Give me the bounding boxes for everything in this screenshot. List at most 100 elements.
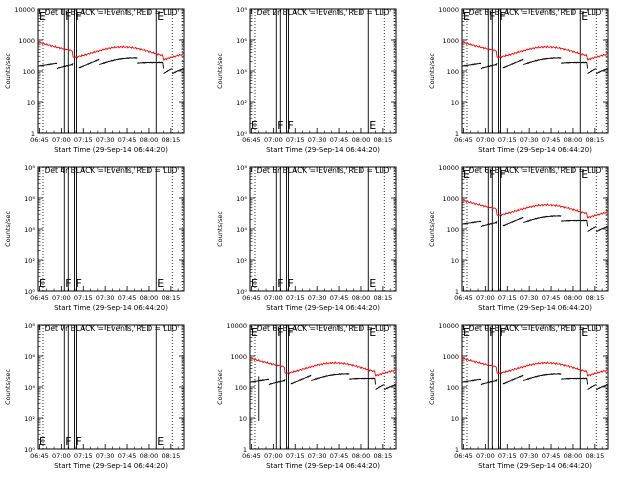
x-tick-label: 07:30 bbox=[308, 452, 327, 460]
y-tick-label: 10⁰ bbox=[24, 288, 35, 296]
x-axis-label: Start Time (29-Sep-14 06:44:20) bbox=[266, 462, 380, 470]
y-axis-label: Counts/sec bbox=[4, 211, 12, 247]
plot-frame bbox=[37, 8, 185, 134]
marker-label: F bbox=[277, 119, 283, 132]
x-tick-label: 08:15 bbox=[161, 136, 180, 144]
y-axis-label: Counts/sec bbox=[428, 369, 436, 405]
marker-label: E bbox=[251, 277, 258, 290]
x-tick-label: 07:15 bbox=[498, 294, 517, 302]
x-tick-label: 08:00 bbox=[140, 294, 159, 302]
marker-label: E bbox=[39, 435, 46, 448]
x-tick-label: 08:00 bbox=[564, 294, 583, 302]
marker-label: E bbox=[463, 168, 470, 181]
x-tick-label: 06:45 bbox=[454, 294, 473, 302]
y-tick-label: 10⁴ bbox=[236, 68, 247, 76]
x-axis-label: Start Time (29-Sep-14 06:44:20) bbox=[54, 146, 168, 154]
x-tick-label: 06:45 bbox=[454, 452, 473, 460]
y-tick-label: 10 bbox=[451, 257, 459, 265]
marker-label: E bbox=[251, 119, 258, 132]
x-tick-label: 06:45 bbox=[242, 136, 261, 144]
y-tick-label: 10000 bbox=[14, 6, 35, 14]
y-tick-label: 10² bbox=[24, 257, 35, 265]
chart-title: Det 8r BLACK = Events, RED = LLD bbox=[257, 324, 390, 333]
y-tick-label: 10⁰ bbox=[236, 130, 247, 138]
marker-label: E bbox=[369, 277, 376, 290]
y-tick-label: 10000 bbox=[438, 6, 459, 14]
chart-panel-7: Det 7r BLACK = Events, RED = LLD Counts/s… bbox=[4, 322, 185, 470]
x-tick-label: 06:45 bbox=[454, 136, 473, 144]
x-tick-label: 08:00 bbox=[140, 452, 159, 460]
x-tick-label: 07:00 bbox=[264, 294, 283, 302]
chart-panel-8: Det 8r BLACK = Events, RED = LLD Counts/s… bbox=[216, 322, 397, 470]
x-tick-label: 07:45 bbox=[542, 294, 561, 302]
x-tick-label: 08:00 bbox=[564, 452, 583, 460]
y-tick-label: 1000 bbox=[18, 37, 35, 45]
lld-series-line bbox=[249, 357, 397, 377]
marker-label: F bbox=[277, 277, 283, 290]
y-tick-label: 10 bbox=[27, 99, 35, 107]
x-tick-label: 08:00 bbox=[352, 294, 371, 302]
plot-frame bbox=[461, 166, 609, 292]
chart-panel-2: Det 2r BLACK = Events, RED = LLD Counts/s… bbox=[216, 6, 397, 154]
x-tick-label: 07:15 bbox=[498, 136, 517, 144]
lld-series-line bbox=[461, 357, 609, 377]
marker-label: F bbox=[76, 10, 82, 23]
x-tick-label: 06:45 bbox=[242, 452, 261, 460]
y-tick-label: 10⁸ bbox=[236, 6, 247, 14]
chart-panel-5: Det 5r BLACK = Events, RED = LLD Counts/s… bbox=[216, 164, 397, 312]
marker-label: E bbox=[581, 10, 588, 23]
y-tick-label: 1 bbox=[455, 130, 459, 138]
marker-label: E bbox=[39, 10, 46, 23]
y-tick-label: 100 bbox=[447, 68, 459, 76]
x-axis-label: Start Time (29-Sep-14 06:44:20) bbox=[478, 304, 592, 312]
marker-label: F bbox=[65, 277, 71, 290]
y-tick-label: 10⁶ bbox=[236, 195, 247, 203]
x-tick-label: 06:45 bbox=[242, 294, 261, 302]
chart-panel-3: Det 3r BLACK = Events, RED = LLD Counts/s… bbox=[428, 6, 609, 154]
y-tick-label: 10⁸ bbox=[24, 322, 35, 330]
y-tick-label: 10⁶ bbox=[24, 353, 35, 361]
x-tick-label: 07:45 bbox=[330, 452, 349, 460]
y-tick-label: 10⁸ bbox=[24, 164, 35, 172]
chart-title: Det 7r BLACK = Events, RED = LLD bbox=[45, 324, 178, 333]
marker-label: E bbox=[157, 435, 164, 448]
x-tick-label: 06:45 bbox=[30, 452, 49, 460]
x-tick-label: 08:15 bbox=[373, 452, 392, 460]
y-tick-label: 100 bbox=[235, 384, 247, 392]
y-tick-label: 10 bbox=[239, 415, 247, 423]
y-axis-label: Counts/sec bbox=[4, 53, 12, 89]
marker-label: F bbox=[500, 326, 506, 339]
chart-title: Det 6r BLACK = Events, RED = LLD bbox=[469, 166, 602, 175]
y-tick-label: 1000 bbox=[442, 195, 459, 203]
x-axis-label: Start Time (29-Sep-14 06:44:20) bbox=[478, 146, 592, 154]
events-series-line bbox=[38, 56, 185, 75]
x-tick-label: 08:15 bbox=[161, 294, 180, 302]
x-tick-label: 07:00 bbox=[52, 136, 71, 144]
chart-title: Det 9r BLACK = Events, RED = LLD bbox=[469, 324, 602, 333]
y-tick-label: 1000 bbox=[230, 353, 247, 361]
chart-title: Det 4r BLACK = Events, RED = LLD bbox=[45, 166, 178, 175]
events-series-line bbox=[462, 56, 609, 75]
x-tick-label: 07:15 bbox=[74, 294, 93, 302]
x-tick-label: 08:00 bbox=[140, 136, 159, 144]
y-axis-label: Counts/sec bbox=[216, 53, 224, 89]
marker-label: E bbox=[463, 10, 470, 23]
marker-label: F bbox=[500, 10, 506, 23]
x-tick-label: 07:15 bbox=[286, 136, 305, 144]
marker-label: E bbox=[581, 326, 588, 339]
y-tick-label: 100 bbox=[23, 68, 35, 76]
y-tick-label: 1 bbox=[455, 288, 459, 296]
plot-frame bbox=[461, 324, 609, 450]
x-tick-label: 07:00 bbox=[52, 452, 71, 460]
y-tick-label: 10⁴ bbox=[236, 226, 247, 234]
x-tick-label: 07:30 bbox=[520, 136, 539, 144]
marker-label: E bbox=[369, 119, 376, 132]
y-tick-label: 10000 bbox=[438, 322, 459, 330]
events-series-line bbox=[462, 214, 609, 233]
marker-label: E bbox=[581, 168, 588, 181]
y-tick-label: 10⁰ bbox=[24, 446, 35, 454]
x-tick-label: 07:00 bbox=[476, 136, 495, 144]
chart-title: Det 5r BLACK = Events, RED = LLD bbox=[257, 166, 390, 175]
marker-label: F bbox=[76, 435, 82, 448]
x-tick-label: 07:00 bbox=[476, 294, 495, 302]
